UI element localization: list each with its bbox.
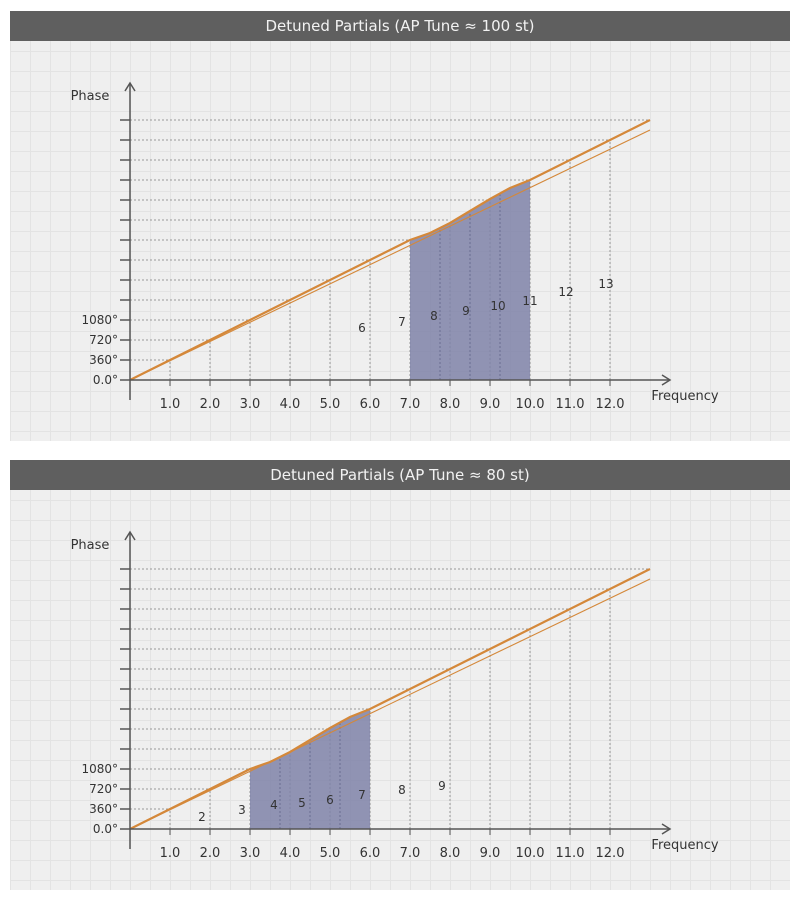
plot-area: 1.0 2.0 3.0 4.0 5.0 6.0 7.0 8.0 9.0 10.0 11.0 12.0 0… — [71, 81, 719, 412]
y-axis-label: Phase — [71, 89, 110, 104]
x-tick-label: 11.0 — [556, 846, 585, 861]
x-tick-label: 10.0 — [516, 397, 545, 412]
y-axis-arrow — [124, 530, 136, 541]
x-tick-label: 10.0 — [516, 846, 545, 861]
series-line — [129, 119, 651, 381]
y-tick-label: 1080° — [81, 762, 118, 776]
series-line — [129, 568, 651, 830]
x-tick-label: 11.0 — [556, 397, 585, 412]
x-tick-label: 4.0 — [280, 397, 301, 412]
x-axis-label: Frequency — [651, 838, 718, 853]
plot-area: 1.0 2.0 3.0 4.0 5.0 6.0 7.0 8.0 9.0 10.0 11.0 12.0 0… — [71, 530, 719, 861]
y-axis-arrow — [124, 81, 136, 92]
chart-panel-100st: Detuned Partials (AP Tune ≈ 100 st) 1.0 2… — [10, 11, 790, 441]
partial-label: 10 — [490, 299, 505, 313]
partial-label: 5 — [298, 796, 306, 810]
x-tick-label: 4.0 — [280, 846, 301, 861]
partial-label: 8 — [430, 309, 438, 323]
y-tick-label: 0.0° — [93, 373, 118, 387]
x-axis-arrow — [661, 374, 672, 386]
partial-label: 3 — [238, 803, 246, 817]
chart-panel-80st: Detuned Partials (AP Tune ≈ 80 st) 1.0 2.… — [10, 460, 790, 890]
series-line — [129, 578, 651, 830]
y-tick-label: 360° — [89, 353, 118, 367]
y-tick-label: 720° — [89, 782, 118, 796]
y-tick-label: 1080° — [81, 313, 118, 327]
x-tick-label: 8.0 — [440, 846, 461, 861]
x-tick-label: 3.0 — [240, 846, 261, 861]
x-tick-label: 6.0 — [360, 397, 381, 412]
x-tick-label: 9.0 — [480, 846, 501, 861]
x-tick-label: 3.0 — [240, 397, 261, 412]
y-axis-label: Phase — [71, 538, 110, 553]
x-axis-label: Frequency — [651, 389, 718, 404]
x-tick-label: 6.0 — [360, 846, 381, 861]
partial-label: 7 — [358, 788, 366, 802]
series-line — [129, 129, 651, 381]
y-tick-label: 0.0° — [93, 822, 118, 836]
chart-title: Detuned Partials (AP Tune ≈ 100 st) — [10, 11, 790, 41]
x-tick-label: 7.0 — [400, 846, 421, 861]
x-tick-label: 12.0 — [596, 397, 625, 412]
partial-label: 13 — [598, 277, 613, 291]
partial-label: 2 — [198, 810, 206, 824]
x-tick-label: 5.0 — [320, 846, 341, 861]
x-tick-label: 2.0 — [200, 397, 221, 412]
x-tick-label: 7.0 — [400, 397, 421, 412]
x-axis-arrow — [661, 823, 672, 835]
partial-label: 9 — [462, 304, 470, 318]
partial-label: 6 — [358, 321, 366, 335]
y-tick-label: 720° — [89, 333, 118, 347]
x-tick-label: 1.0 — [160, 397, 181, 412]
x-tick-label: 1.0 — [160, 846, 181, 861]
y-tick-label: 360° — [89, 802, 118, 816]
partial-label: 4 — [270, 798, 278, 812]
chart-title: Detuned Partials (AP Tune ≈ 80 st) — [10, 460, 790, 490]
x-tick-label: 2.0 — [200, 846, 221, 861]
partial-label: 6 — [326, 793, 334, 807]
x-tick-label: 5.0 — [320, 397, 341, 412]
partial-label: 9 — [438, 779, 446, 793]
x-tick-label: 8.0 — [440, 397, 461, 412]
x-tick-label: 9.0 — [480, 397, 501, 412]
partial-label: 11 — [522, 294, 537, 308]
partial-label: 8 — [398, 783, 406, 797]
partial-label: 7 — [398, 315, 406, 329]
partial-label: 12 — [558, 285, 573, 299]
x-tick-label: 12.0 — [596, 846, 625, 861]
